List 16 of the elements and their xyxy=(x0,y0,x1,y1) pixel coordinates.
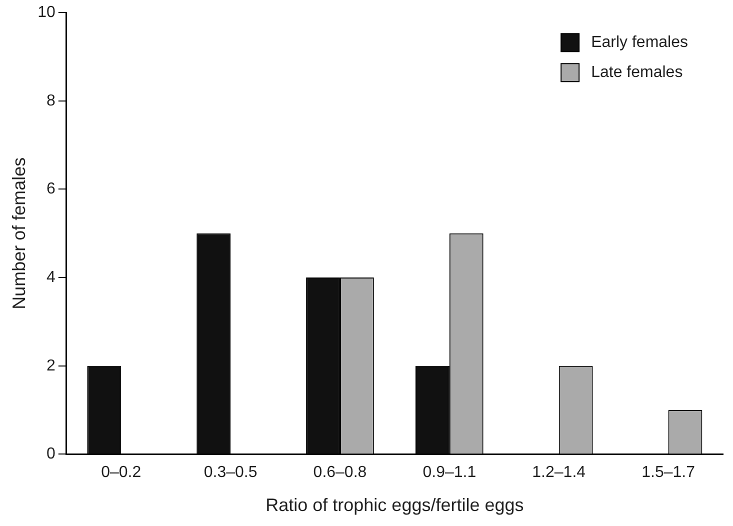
x-tick-label: 0.3–0.5 xyxy=(204,464,258,482)
y-axis-title: Number of females xyxy=(8,157,29,310)
x-tick-label: 1.2–1.4 xyxy=(532,464,586,482)
y-tick-label: 8 xyxy=(46,92,56,110)
x-tick-label: 0–0.2 xyxy=(101,464,142,482)
legend-label: Late females xyxy=(591,64,683,82)
x-tick-label: 1.5–1.7 xyxy=(642,464,696,482)
legend-label: Early females xyxy=(591,34,688,52)
y-tick-label: 10 xyxy=(38,4,56,22)
y-tick-label: 6 xyxy=(46,180,56,198)
x-tick-label: 0.9–1.1 xyxy=(422,464,476,482)
y-tick-label: 2 xyxy=(46,357,56,374)
x-axis-title: Ratio of trophic eggs/fertile eggs xyxy=(266,495,524,516)
x-tick-label: 0.6–0.8 xyxy=(313,464,367,482)
y-tick-label: 0 xyxy=(46,446,56,463)
y-tick-label: 4 xyxy=(46,268,56,286)
